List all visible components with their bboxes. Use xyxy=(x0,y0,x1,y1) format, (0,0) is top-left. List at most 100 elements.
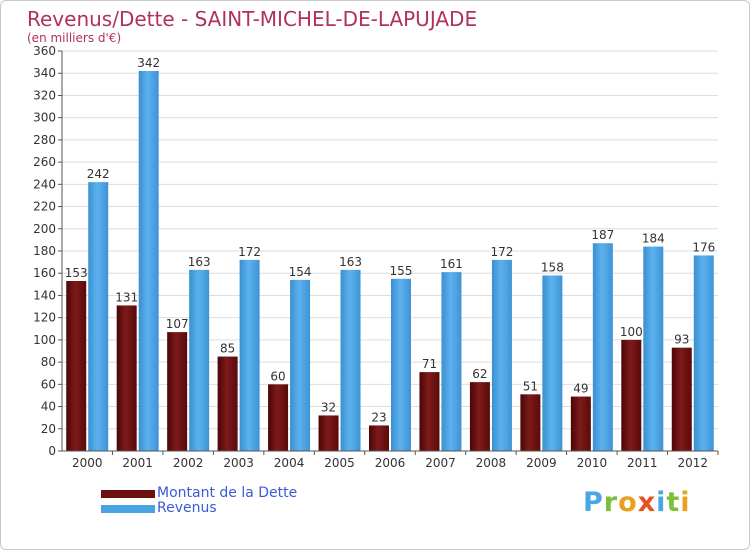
x-tick-label: 2003 xyxy=(223,456,254,470)
data-label-revenue: 342 xyxy=(137,56,160,70)
bar-debt xyxy=(621,339,642,451)
bar-debt xyxy=(671,347,692,451)
y-tick-label: 340 xyxy=(33,66,56,80)
logo-letter: o xyxy=(618,487,638,518)
legend-label-debt: Montant de la Dette xyxy=(157,485,298,501)
data-label-debt: 62 xyxy=(472,367,487,381)
bar-revenue xyxy=(189,269,210,451)
proxiti-logo: Proxiti xyxy=(583,487,691,518)
bar-debt xyxy=(66,281,87,451)
logo-letter: i xyxy=(656,487,667,518)
y-tick-label: 60 xyxy=(41,377,56,391)
data-label-revenue: 163 xyxy=(339,255,362,269)
x-tick-label: 2012 xyxy=(677,456,708,470)
x-tick-label: 2001 xyxy=(122,456,153,470)
legend-label-revenue: Revenus xyxy=(157,500,217,516)
y-tick-label: 80 xyxy=(41,355,56,369)
data-label-revenue: 172 xyxy=(238,245,261,259)
y-tick-label: 0 xyxy=(48,444,56,458)
logo-letter: r xyxy=(603,487,619,518)
y-tick-label: 120 xyxy=(33,311,56,325)
bar-revenue xyxy=(542,275,563,451)
y-tick-label: 300 xyxy=(33,111,56,125)
bar-debt xyxy=(318,415,339,451)
data-label-debt: 23 xyxy=(371,410,386,424)
bar-revenue xyxy=(340,269,361,451)
bars-layer xyxy=(66,71,714,451)
x-tick-label: 2006 xyxy=(375,456,406,470)
bar-revenue xyxy=(290,279,311,451)
logo-letter: i xyxy=(680,487,691,518)
y-tick-label: 40 xyxy=(41,400,56,414)
bar-revenue xyxy=(138,71,159,451)
y-tick-label: 360 xyxy=(33,44,56,58)
bar-revenue xyxy=(88,182,109,451)
data-label-revenue: 154 xyxy=(289,265,312,279)
data-label-revenue: 172 xyxy=(490,245,513,259)
legend-swatch-revenue xyxy=(101,505,155,513)
data-label-revenue: 242 xyxy=(87,167,110,181)
y-tick-label: 260 xyxy=(33,155,56,169)
data-label-debt: 153 xyxy=(65,266,88,280)
x-tick-label: 2000 xyxy=(72,456,103,470)
bar-debt xyxy=(268,384,289,451)
data-label-revenue: 163 xyxy=(188,255,211,269)
x-tick-label: 2002 xyxy=(173,456,204,470)
y-tick-label: 100 xyxy=(33,333,56,347)
logo-letter: x xyxy=(637,487,657,518)
data-label-debt: 60 xyxy=(270,369,285,383)
logo-letter: P xyxy=(583,487,604,518)
data-label-debt: 107 xyxy=(166,317,189,331)
data-label-revenue: 161 xyxy=(440,257,463,271)
legend-swatch-debt xyxy=(101,490,155,498)
bar-revenue xyxy=(441,272,462,451)
bar-debt xyxy=(419,372,440,451)
data-label-debt: 100 xyxy=(620,325,643,339)
bar-debt xyxy=(570,396,591,451)
data-label-debt: 93 xyxy=(674,333,689,347)
labels-layer: 153 242 131 342 107 163 85 172 60 154 32 163 23 155 71… xyxy=(65,56,715,424)
chart-subtitle: (en milliers d'€) xyxy=(27,31,122,45)
y-tick-label: 160 xyxy=(33,266,56,280)
bar-debt xyxy=(217,356,238,451)
x-tick-label: 2010 xyxy=(577,456,608,470)
bar-revenue xyxy=(643,246,664,451)
data-label-revenue: 187 xyxy=(591,228,614,242)
y-tick-label: 180 xyxy=(33,244,56,258)
x-tick-label: 2011 xyxy=(627,456,658,470)
bar-debt xyxy=(469,382,490,451)
bar-revenue xyxy=(239,259,260,451)
chart-title: Revenus/Dette - SAINT-MICHEL-DE-LAPUJADE xyxy=(27,7,478,31)
y-tick-label: 200 xyxy=(33,222,56,236)
bar-debt xyxy=(369,425,389,451)
data-label-revenue: 176 xyxy=(692,240,715,254)
data-label-revenue: 184 xyxy=(642,232,665,246)
data-label-debt: 32 xyxy=(321,400,336,414)
x-tick-label: 2004 xyxy=(274,456,305,470)
y-tick-label: 220 xyxy=(33,200,56,214)
bar-revenue xyxy=(391,278,411,451)
x-tick-label: 2007 xyxy=(425,456,456,470)
bar-revenue xyxy=(592,243,613,451)
logo-letter: t xyxy=(666,487,681,518)
data-label-debt: 131 xyxy=(115,290,138,304)
data-label-debt: 51 xyxy=(523,379,538,393)
data-label-debt: 71 xyxy=(422,357,437,371)
data-label-debt: 85 xyxy=(220,342,235,356)
axis-layer: 0 20 40 60 80 100 120 140 160 180 200 220 240 260 280 3… xyxy=(33,44,719,470)
bar-revenue xyxy=(693,255,714,451)
bar-debt xyxy=(520,394,541,451)
x-tick-label: 2005 xyxy=(324,456,355,470)
x-tick-label: 2008 xyxy=(476,456,507,470)
y-tick-label: 20 xyxy=(41,422,56,436)
x-tick-label: 2009 xyxy=(526,456,557,470)
data-label-debt: 49 xyxy=(573,382,588,396)
y-tick-label: 140 xyxy=(33,288,56,302)
bar-debt xyxy=(116,305,137,451)
y-tick-label: 240 xyxy=(33,177,56,191)
grid-layer xyxy=(62,50,718,452)
bar-debt xyxy=(167,332,188,451)
data-label-revenue: 158 xyxy=(541,260,564,274)
